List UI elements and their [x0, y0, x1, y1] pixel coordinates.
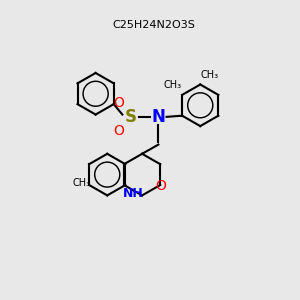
Text: O: O	[113, 124, 124, 138]
Text: S: S	[124, 108, 136, 126]
Text: CH₃: CH₃	[200, 70, 219, 80]
Text: NH: NH	[122, 187, 143, 200]
Text: CH₃: CH₃	[164, 80, 182, 90]
Text: O: O	[155, 179, 166, 193]
Text: O: O	[113, 96, 124, 110]
Text: N: N	[152, 108, 165, 126]
Title: C25H24N2O3S: C25H24N2O3S	[112, 20, 195, 30]
Text: CH₃: CH₃	[73, 178, 91, 188]
